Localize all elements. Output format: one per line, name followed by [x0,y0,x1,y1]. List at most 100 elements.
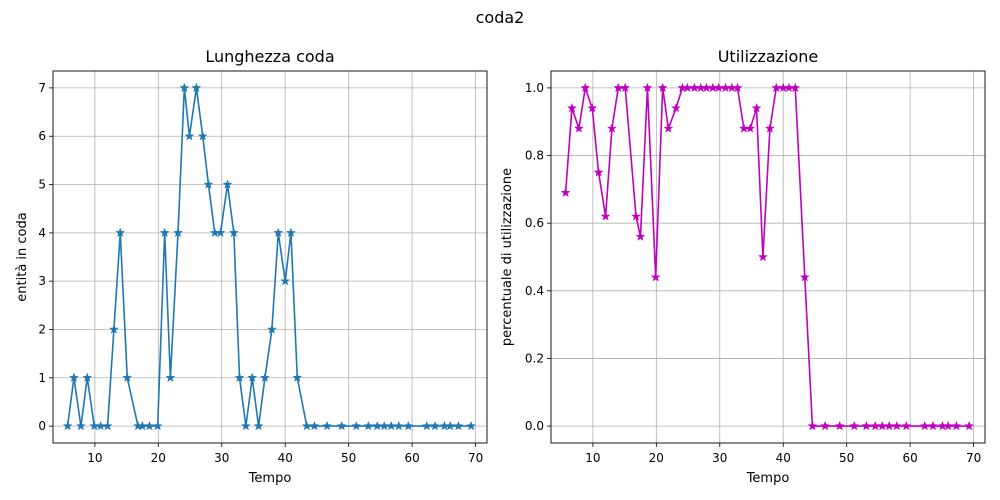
y-axis-label: entità in coda [15,212,30,301]
data-point [964,420,975,431]
data-point [253,420,264,431]
data-point [635,231,646,241]
data-point [159,227,170,238]
data-point [642,82,653,93]
y-tick-label: 0.2 [525,351,544,365]
data-point [62,420,73,431]
data-point [222,179,233,189]
chart-title: Lunghezza coda [205,47,334,66]
y-tick-label: 4 [38,226,46,240]
data-point [247,372,258,382]
data-point [560,187,571,197]
y-tick-label: 2 [38,322,46,336]
data-point [152,420,163,431]
data-point [191,82,202,93]
data-point [807,420,818,431]
data-point [600,211,611,221]
x-tick-label: 10 [87,451,102,465]
y-tick-label: 0.0 [525,419,544,433]
data-point [901,420,912,431]
y-axis-label: percentuale di utilizzazione [500,168,515,346]
y-tick-label: 7 [38,81,46,95]
data-point [799,272,810,282]
data-point [834,420,845,431]
data-point [732,82,743,93]
data-point [173,227,183,238]
data-point [466,420,477,431]
data-point [115,227,126,238]
x-tick-label: 60 [404,451,419,465]
data-point [403,420,414,431]
data-point [179,82,190,93]
y-tick-label: 3 [38,274,46,288]
x-tick-label: 50 [341,451,356,465]
data-point [102,420,113,431]
data-point [286,227,296,238]
y-tick-label: 0.8 [525,149,544,163]
data-point [197,131,208,141]
data-point [363,420,374,431]
data-point [580,82,591,93]
data-point [790,82,801,93]
data-point [757,251,768,262]
data-point [421,420,432,431]
data-point [280,275,291,286]
data-point [122,372,133,382]
data-point [764,123,775,133]
data-point [820,420,831,431]
chart-title: Utilizzazione [718,47,819,66]
data-point [593,167,604,177]
chart-queue-length: Lunghezza coda Tempo entità in coda 10 2 0… [15,47,488,486]
data-point [919,420,930,431]
data-point [951,420,962,431]
figure-title: coda2 [476,8,525,27]
data-point [606,123,617,133]
data-point [144,420,155,431]
y-tick-label: 0.6 [525,216,544,230]
data-point [453,420,464,431]
x-axis-label: Tempo [746,471,790,486]
data-point [573,123,584,133]
x-tick-label: 10 [585,451,600,465]
data-point [203,179,214,189]
data-point [657,82,668,93]
plot-area: 10 20 30 40 50 60 70 0.0 0.2 0.4 0.6 0.8 1.0 [525,70,986,465]
data-point [587,103,598,113]
data-point [292,372,303,382]
x-tick-label: 70 [468,451,483,465]
data-point [849,420,860,431]
data-point [745,123,756,133]
chart-utilization: Utilizzazione Tempo percentuale di utili… [500,47,986,486]
axes-frame [550,70,986,444]
y-tick-label: 5 [38,178,46,192]
data-point [322,420,333,431]
x-tick-label: 30 [712,451,727,465]
data-point [82,372,93,382]
data-point [751,103,762,113]
data-point [891,420,902,431]
y-tick-label: 0 [38,419,46,433]
data-point [184,131,195,141]
data-point [393,420,404,431]
data-point [650,272,661,282]
data-point [228,227,239,238]
x-tick-label: 40 [278,451,293,465]
data-point [430,420,440,431]
data-point [663,123,674,133]
data-point [445,420,456,431]
x-axis-label: Tempo [248,471,292,486]
x-tick-label: 50 [839,451,854,465]
data-point [620,82,631,93]
data-point [240,420,251,431]
data-point [928,420,938,431]
y-tick-label: 6 [38,129,46,143]
x-tick-label: 40 [776,451,791,465]
data-point [671,103,681,113]
data-point [631,211,641,221]
y-tick-label: 0.4 [525,284,544,298]
data-point [336,420,347,431]
data-point [108,324,119,334]
data-point [75,420,86,431]
data-point [943,420,954,431]
